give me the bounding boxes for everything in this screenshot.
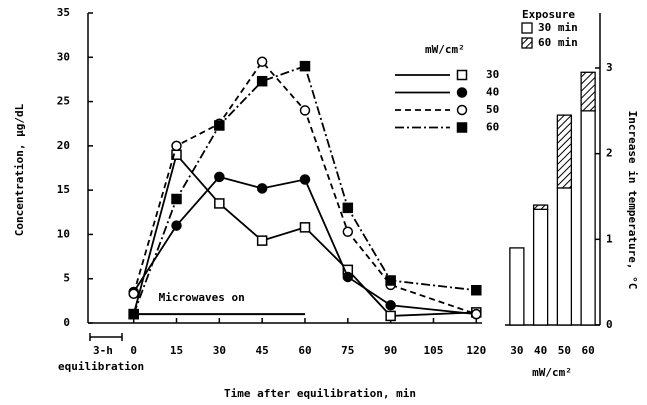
y-axis-label: Increase in temperature, °C: [626, 111, 639, 290]
bar-segment: [532, 208, 549, 326]
legend-marker: [456, 69, 468, 81]
legend-title: Exposure: [522, 8, 575, 21]
marker: [471, 284, 482, 296]
marker: [128, 288, 139, 300]
series-line: [132, 60, 477, 315]
bar-segment: [580, 71, 596, 112]
x-axis-label: mW/cm²: [532, 366, 572, 379]
y-tick-label: 20: [57, 139, 70, 152]
x-axis-label: Time after equilibration, min: [224, 387, 416, 400]
legend-label: 60: [486, 121, 499, 134]
marker: [299, 60, 311, 72]
y-tick-label: 2: [606, 147, 613, 160]
legend-label: 60 min: [538, 36, 578, 49]
x-tick-label: 50: [558, 344, 571, 357]
x-tick-label: 105: [424, 344, 444, 357]
y-tick-label: 25: [57, 95, 70, 108]
equilibration-label: 3-h: [93, 344, 113, 357]
annotation: Microwaves on: [159, 291, 245, 304]
x-tick-label: 40: [534, 344, 547, 357]
marker: [214, 171, 225, 183]
legend-swatch: [521, 22, 533, 34]
x-tick-label: 75: [341, 344, 354, 357]
marker: [342, 226, 354, 238]
x-tick-label: 120: [466, 344, 486, 357]
marker: [471, 308, 482, 320]
bar-segment: [580, 110, 596, 326]
marker: [256, 56, 268, 67]
equilibration-label: equilibration: [58, 360, 144, 373]
y-tick-label: 15: [57, 183, 70, 196]
bar-segment: [556, 187, 573, 326]
legend-label: 50: [486, 103, 499, 116]
marker: [171, 140, 182, 152]
y-tick-label: 5: [63, 272, 70, 285]
marker: [171, 193, 182, 205]
y-tick-label: 30: [57, 50, 70, 63]
equilibration-bracket: [89, 333, 123, 341]
legend-label: 30 min: [538, 21, 578, 34]
x-tick-label: 60: [582, 344, 595, 357]
bar-segment: [556, 114, 573, 189]
legend-marker: [456, 87, 468, 98]
y-tick-label: 10: [57, 227, 70, 240]
bar-segment: [509, 247, 525, 326]
marker: [128, 308, 139, 320]
x-tick-label: 0: [130, 344, 137, 357]
legend-marker: [456, 104, 468, 116]
legend-label: 40: [486, 86, 499, 99]
marker: [342, 202, 354, 214]
marker: [299, 174, 311, 185]
legend-swatch: [521, 37, 533, 49]
x-tick-label: 30: [510, 344, 523, 357]
legend-marker: [456, 122, 468, 133]
marker: [299, 222, 311, 233]
y-tick-label: 1: [606, 232, 613, 245]
y-tick-label: 3: [606, 61, 613, 74]
y-tick-label: 35: [57, 6, 70, 19]
legend-title: mW/cm²: [425, 43, 465, 56]
x-tick-label: 45: [256, 344, 269, 357]
marker: [299, 105, 311, 116]
legend-label: 30: [486, 68, 499, 81]
x-tick-label: 60: [298, 344, 311, 357]
marker: [214, 198, 225, 209]
x-tick-label: 15: [170, 344, 183, 357]
y-tick-label: 0: [606, 318, 613, 331]
marker: [256, 183, 268, 194]
series-line: [132, 152, 477, 317]
marker: [385, 275, 396, 286]
y-tick-label: 0: [63, 316, 70, 329]
y-axis-label: Concentration, µg/dL: [13, 103, 26, 236]
series-line: [132, 64, 477, 315]
bar-segment: [532, 204, 549, 210]
marker: [385, 310, 396, 322]
marker: [256, 75, 268, 87]
x-tick-label: 90: [384, 344, 397, 357]
marker: [171, 220, 182, 231]
marker: [342, 271, 354, 283]
marker: [256, 235, 268, 246]
x-tick-label: 30: [213, 344, 226, 357]
series-line: [132, 175, 477, 316]
marker: [214, 120, 225, 131]
marker: [385, 300, 396, 311]
